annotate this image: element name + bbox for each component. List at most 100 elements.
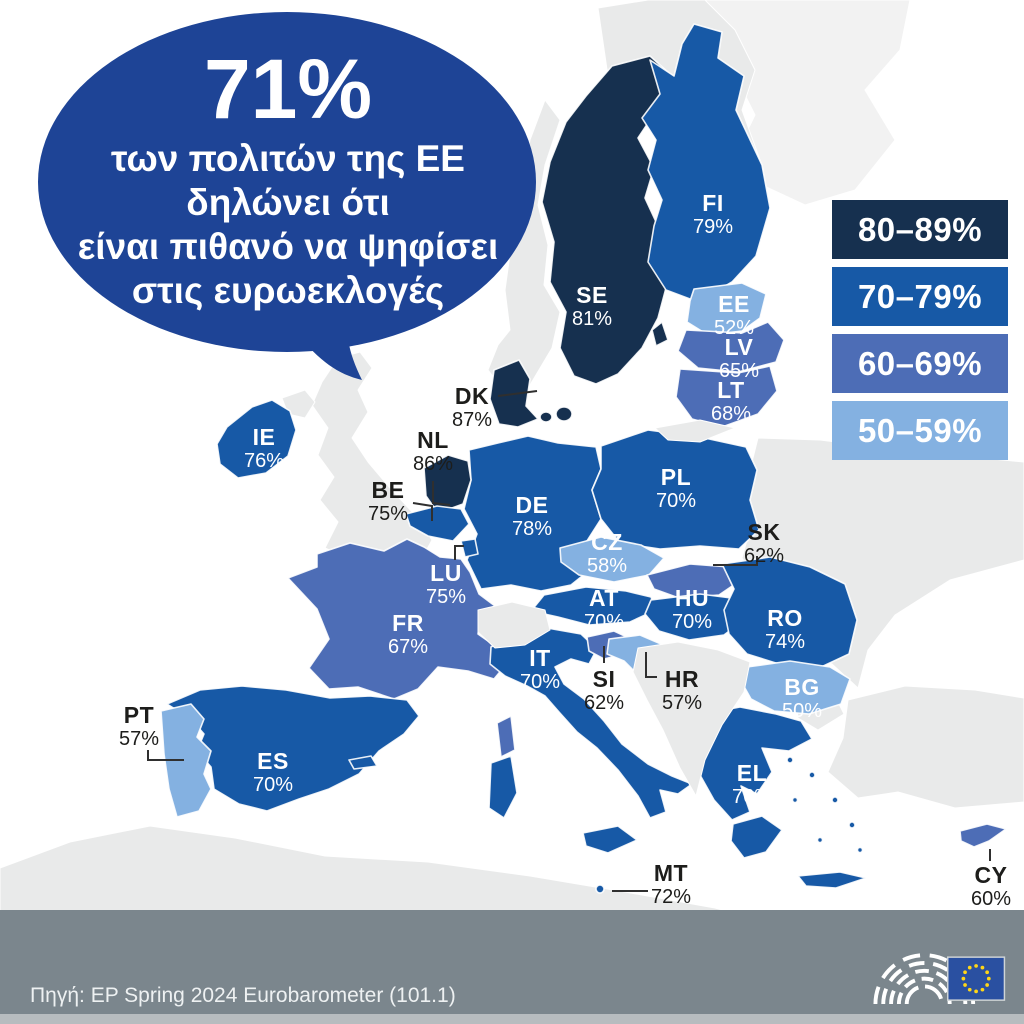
label-ro: RO 74% bbox=[725, 605, 845, 654]
label-mt: MT 72% bbox=[611, 860, 731, 909]
leader-nl bbox=[432, 481, 451, 506]
country-pct: 78% bbox=[511, 518, 553, 540]
label-fr: FR 67% bbox=[348, 610, 468, 659]
leader-hr bbox=[645, 652, 657, 678]
country-pct: 87% bbox=[451, 409, 493, 431]
label-cz: CZ 58% bbox=[547, 529, 667, 578]
map-legend: 80–89% 70–79% 60–69% 50–59% bbox=[832, 200, 1008, 468]
country-shape-hu bbox=[644, 593, 749, 641]
country-code: RO bbox=[767, 605, 803, 631]
country-code: FI bbox=[702, 190, 724, 216]
bubble-text: 71% των πολιτών της ΕΕ δηλώνει ότι είναι… bbox=[40, 42, 536, 313]
country-shape-cy bbox=[959, 823, 1007, 848]
country-shape-nl bbox=[423, 454, 472, 514]
bubble-line-2: δηλώνει ότι bbox=[186, 182, 390, 224]
label-pl: PL 70% bbox=[616, 464, 736, 513]
label-se: SE 81% bbox=[532, 282, 652, 331]
country-shape-crete bbox=[797, 871, 867, 889]
country-code: FR bbox=[392, 610, 424, 636]
label-el: EL 76% bbox=[692, 760, 812, 809]
country-shape-balearics bbox=[348, 755, 378, 770]
country-pct: 75% bbox=[367, 503, 409, 525]
country-pct: 72% bbox=[650, 886, 692, 908]
legend-label: 50–59% bbox=[857, 411, 983, 449]
country-shape-ee bbox=[686, 282, 767, 336]
country-shape-dk-zealand bbox=[555, 406, 573, 422]
country-shape-bg bbox=[740, 660, 851, 715]
country-code: EE bbox=[718, 291, 750, 317]
country-pct: 62% bbox=[743, 545, 785, 567]
country-pct: 70% bbox=[252, 774, 294, 796]
country-pct: 65% bbox=[718, 360, 760, 382]
country-pct: 81% bbox=[571, 308, 613, 330]
label-ie: IE 76% bbox=[204, 424, 324, 473]
legend-item-60-69: 60–69% bbox=[832, 334, 1008, 393]
label-es: ES 70% bbox=[213, 748, 333, 797]
country-code: LU bbox=[430, 560, 462, 586]
country-code: ES bbox=[257, 748, 289, 774]
label-hr: HR 57% bbox=[622, 666, 742, 715]
country-pct: 68% bbox=[710, 403, 752, 425]
eu-flag-stars bbox=[961, 964, 991, 994]
european-parliament-logo bbox=[873, 953, 1006, 1005]
country-pct: 86% bbox=[412, 453, 454, 475]
label-be: BE 75% bbox=[328, 477, 448, 526]
eu-countries bbox=[160, 23, 1007, 894]
country-code: LV bbox=[724, 334, 754, 360]
country-code: LT bbox=[717, 377, 745, 403]
country-code: PL bbox=[660, 464, 692, 490]
country-code: BE bbox=[371, 477, 405, 503]
country-code: EL bbox=[736, 760, 768, 786]
label-pt: PT 57% bbox=[79, 702, 199, 751]
label-bg: BG 50% bbox=[742, 674, 862, 723]
label-cy: CY 60% bbox=[931, 862, 1024, 911]
country-pct: 76% bbox=[243, 450, 285, 472]
country-shape-se bbox=[541, 55, 671, 385]
country-shape-gotland bbox=[651, 321, 669, 347]
label-de: DE 78% bbox=[472, 492, 592, 541]
label-ee: EE 52% bbox=[674, 291, 794, 340]
label-fi: FI 79% bbox=[653, 190, 773, 239]
country-code: CZ bbox=[591, 529, 623, 555]
country-code: HU bbox=[674, 585, 710, 611]
western-balkans bbox=[632, 641, 751, 797]
country-pct: 50% bbox=[781, 700, 823, 722]
label-lt: LT 68% bbox=[671, 377, 791, 426]
label-hu: HU 70% bbox=[632, 585, 752, 634]
country-pct: 52% bbox=[713, 317, 755, 339]
source-text: Πηγή: EP Spring 2024 Eurobarometer (101.… bbox=[30, 984, 456, 1007]
country-pct: 70% bbox=[583, 611, 625, 633]
eu-flag bbox=[947, 956, 1006, 1001]
legend-item-50-59: 50–59% bbox=[832, 401, 1008, 460]
label-si: SI 62% bbox=[544, 666, 664, 715]
country-code: DK bbox=[454, 383, 490, 409]
country-code: SK bbox=[747, 519, 781, 545]
bubble-line-4: στις ευρωεκλογές bbox=[131, 270, 445, 312]
legend-item-80-89: 80–89% bbox=[832, 200, 1008, 259]
country-code: CY bbox=[974, 862, 1008, 888]
bubble-line-3: είναι πιθανό να ψηφίσει bbox=[77, 226, 499, 268]
country-pct: 74% bbox=[764, 631, 806, 653]
country-shape-lt bbox=[675, 365, 778, 428]
aegean-islands bbox=[786, 756, 864, 854]
speech-bubble bbox=[38, 12, 536, 380]
legend-label: 80–89% bbox=[857, 210, 983, 248]
bubble-line-1: των πολιτών της ΕΕ bbox=[111, 138, 465, 180]
country-shape-sardinia bbox=[488, 755, 518, 819]
country-code: AT bbox=[589, 585, 619, 611]
country-shape-lv bbox=[677, 321, 785, 373]
leader-lines bbox=[147, 390, 991, 892]
country-shape-sicily bbox=[582, 825, 638, 854]
country-code: SI bbox=[592, 666, 616, 692]
label-lv: LV 65% bbox=[679, 334, 799, 383]
country-pct: 70% bbox=[519, 671, 561, 693]
country-pct: 75% bbox=[425, 586, 467, 608]
country-code: NL bbox=[417, 427, 449, 453]
country-pct: 62% bbox=[583, 692, 625, 714]
country-shape-peloponnese bbox=[730, 815, 783, 859]
label-nl: NL 86% bbox=[373, 427, 493, 476]
country-code: BG bbox=[784, 674, 820, 700]
bubble-headline: 71% bbox=[203, 42, 373, 136]
country-pct: 79% bbox=[692, 216, 734, 238]
